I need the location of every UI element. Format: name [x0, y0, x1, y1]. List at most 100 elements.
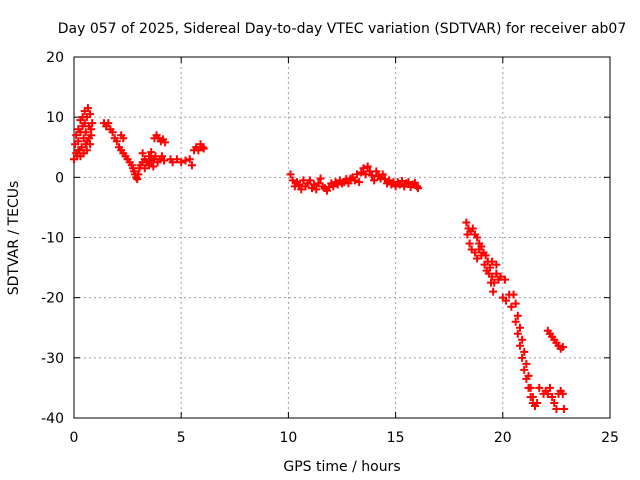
data-point	[520, 347, 529, 356]
data-point	[558, 343, 567, 352]
data-point	[198, 143, 207, 152]
data-point	[502, 296, 511, 305]
data-point	[524, 383, 533, 392]
data-points	[70, 104, 568, 413]
data-point	[559, 404, 568, 413]
data-point	[187, 161, 196, 170]
data-point	[181, 156, 190, 165]
data-point	[72, 131, 81, 140]
data-point	[518, 335, 527, 344]
data-point	[391, 182, 400, 191]
data-point	[149, 162, 158, 171]
y-tick-label: 10	[46, 110, 64, 126]
axis-ticks: 0 5 10 15 20 25 -40 -30 -20 -10 0 10 20	[41, 50, 619, 446]
data-point	[297, 185, 306, 194]
data-point	[147, 148, 156, 157]
data-point	[333, 180, 342, 189]
data-point	[548, 392, 557, 401]
data-point	[288, 176, 297, 185]
data-point	[353, 170, 362, 179]
data-point	[363, 162, 372, 171]
data-point	[468, 224, 477, 233]
y-tick-label: -10	[41, 231, 64, 247]
data-point	[112, 137, 121, 146]
y-tick-label: -20	[41, 291, 64, 307]
data-point	[492, 269, 501, 278]
data-point	[350, 176, 359, 185]
data-point	[160, 156, 169, 165]
data-point	[86, 110, 95, 119]
data-point	[370, 176, 379, 185]
data-point	[172, 155, 181, 164]
data-point	[520, 365, 529, 374]
data-point	[398, 176, 407, 185]
data-point	[329, 182, 338, 191]
data-point	[355, 178, 364, 187]
data-point	[83, 104, 92, 113]
y-tick-label: 20	[46, 50, 64, 66]
data-point	[199, 144, 208, 153]
data-point	[119, 134, 128, 143]
data-point	[305, 176, 314, 185]
data-point	[385, 176, 394, 185]
data-point	[81, 128, 90, 137]
data-point	[177, 158, 186, 167]
data-point	[138, 149, 147, 158]
data-point	[74, 137, 83, 146]
data-point	[492, 260, 501, 269]
data-point	[480, 260, 489, 269]
data-point	[507, 302, 516, 311]
data-point	[513, 329, 522, 338]
data-point	[522, 374, 531, 383]
data-point	[312, 185, 321, 194]
data-point	[477, 251, 486, 260]
data-point	[194, 146, 203, 155]
data-point	[88, 119, 97, 128]
data-point	[344, 179, 353, 188]
data-point	[488, 257, 497, 266]
data-point	[140, 164, 149, 173]
data-point	[487, 278, 496, 287]
data-point	[465, 239, 474, 248]
data-point	[82, 146, 91, 155]
data-point	[414, 184, 423, 193]
data-point	[372, 167, 381, 176]
data-point	[543, 389, 552, 398]
data-point	[361, 170, 370, 179]
data-point	[157, 152, 166, 161]
y-tick-label: 0	[55, 170, 64, 186]
data-point	[133, 175, 142, 184]
chart-title: Day 057 of 2025, Sidereal Day-to-day VTE…	[58, 21, 627, 37]
data-point	[80, 119, 89, 128]
y-axis-label: SDTVAR / TECUs	[6, 181, 22, 296]
data-point	[462, 218, 471, 227]
data-point	[484, 269, 493, 278]
data-point	[104, 119, 113, 128]
data-point	[168, 158, 177, 167]
data-point	[316, 174, 325, 183]
data-point	[518, 353, 527, 362]
x-tick-label: 15	[387, 430, 405, 446]
data-point	[286, 170, 295, 179]
data-point	[509, 290, 518, 299]
data-point	[145, 161, 154, 170]
data-point	[378, 170, 387, 179]
data-point	[185, 155, 194, 164]
data-point	[470, 248, 479, 257]
data-point	[161, 138, 170, 147]
data-point	[526, 392, 535, 401]
data-point	[496, 272, 505, 281]
data-point	[473, 233, 482, 242]
x-tick-label: 10	[279, 430, 297, 446]
data-point	[108, 128, 117, 137]
data-point	[74, 146, 83, 155]
data-point	[85, 134, 94, 143]
data-point	[522, 359, 531, 368]
data-point	[500, 275, 509, 284]
data-point	[545, 383, 554, 392]
x-tick-label: 20	[494, 430, 512, 446]
y-tick-label: -30	[41, 351, 64, 367]
data-point	[552, 404, 561, 413]
